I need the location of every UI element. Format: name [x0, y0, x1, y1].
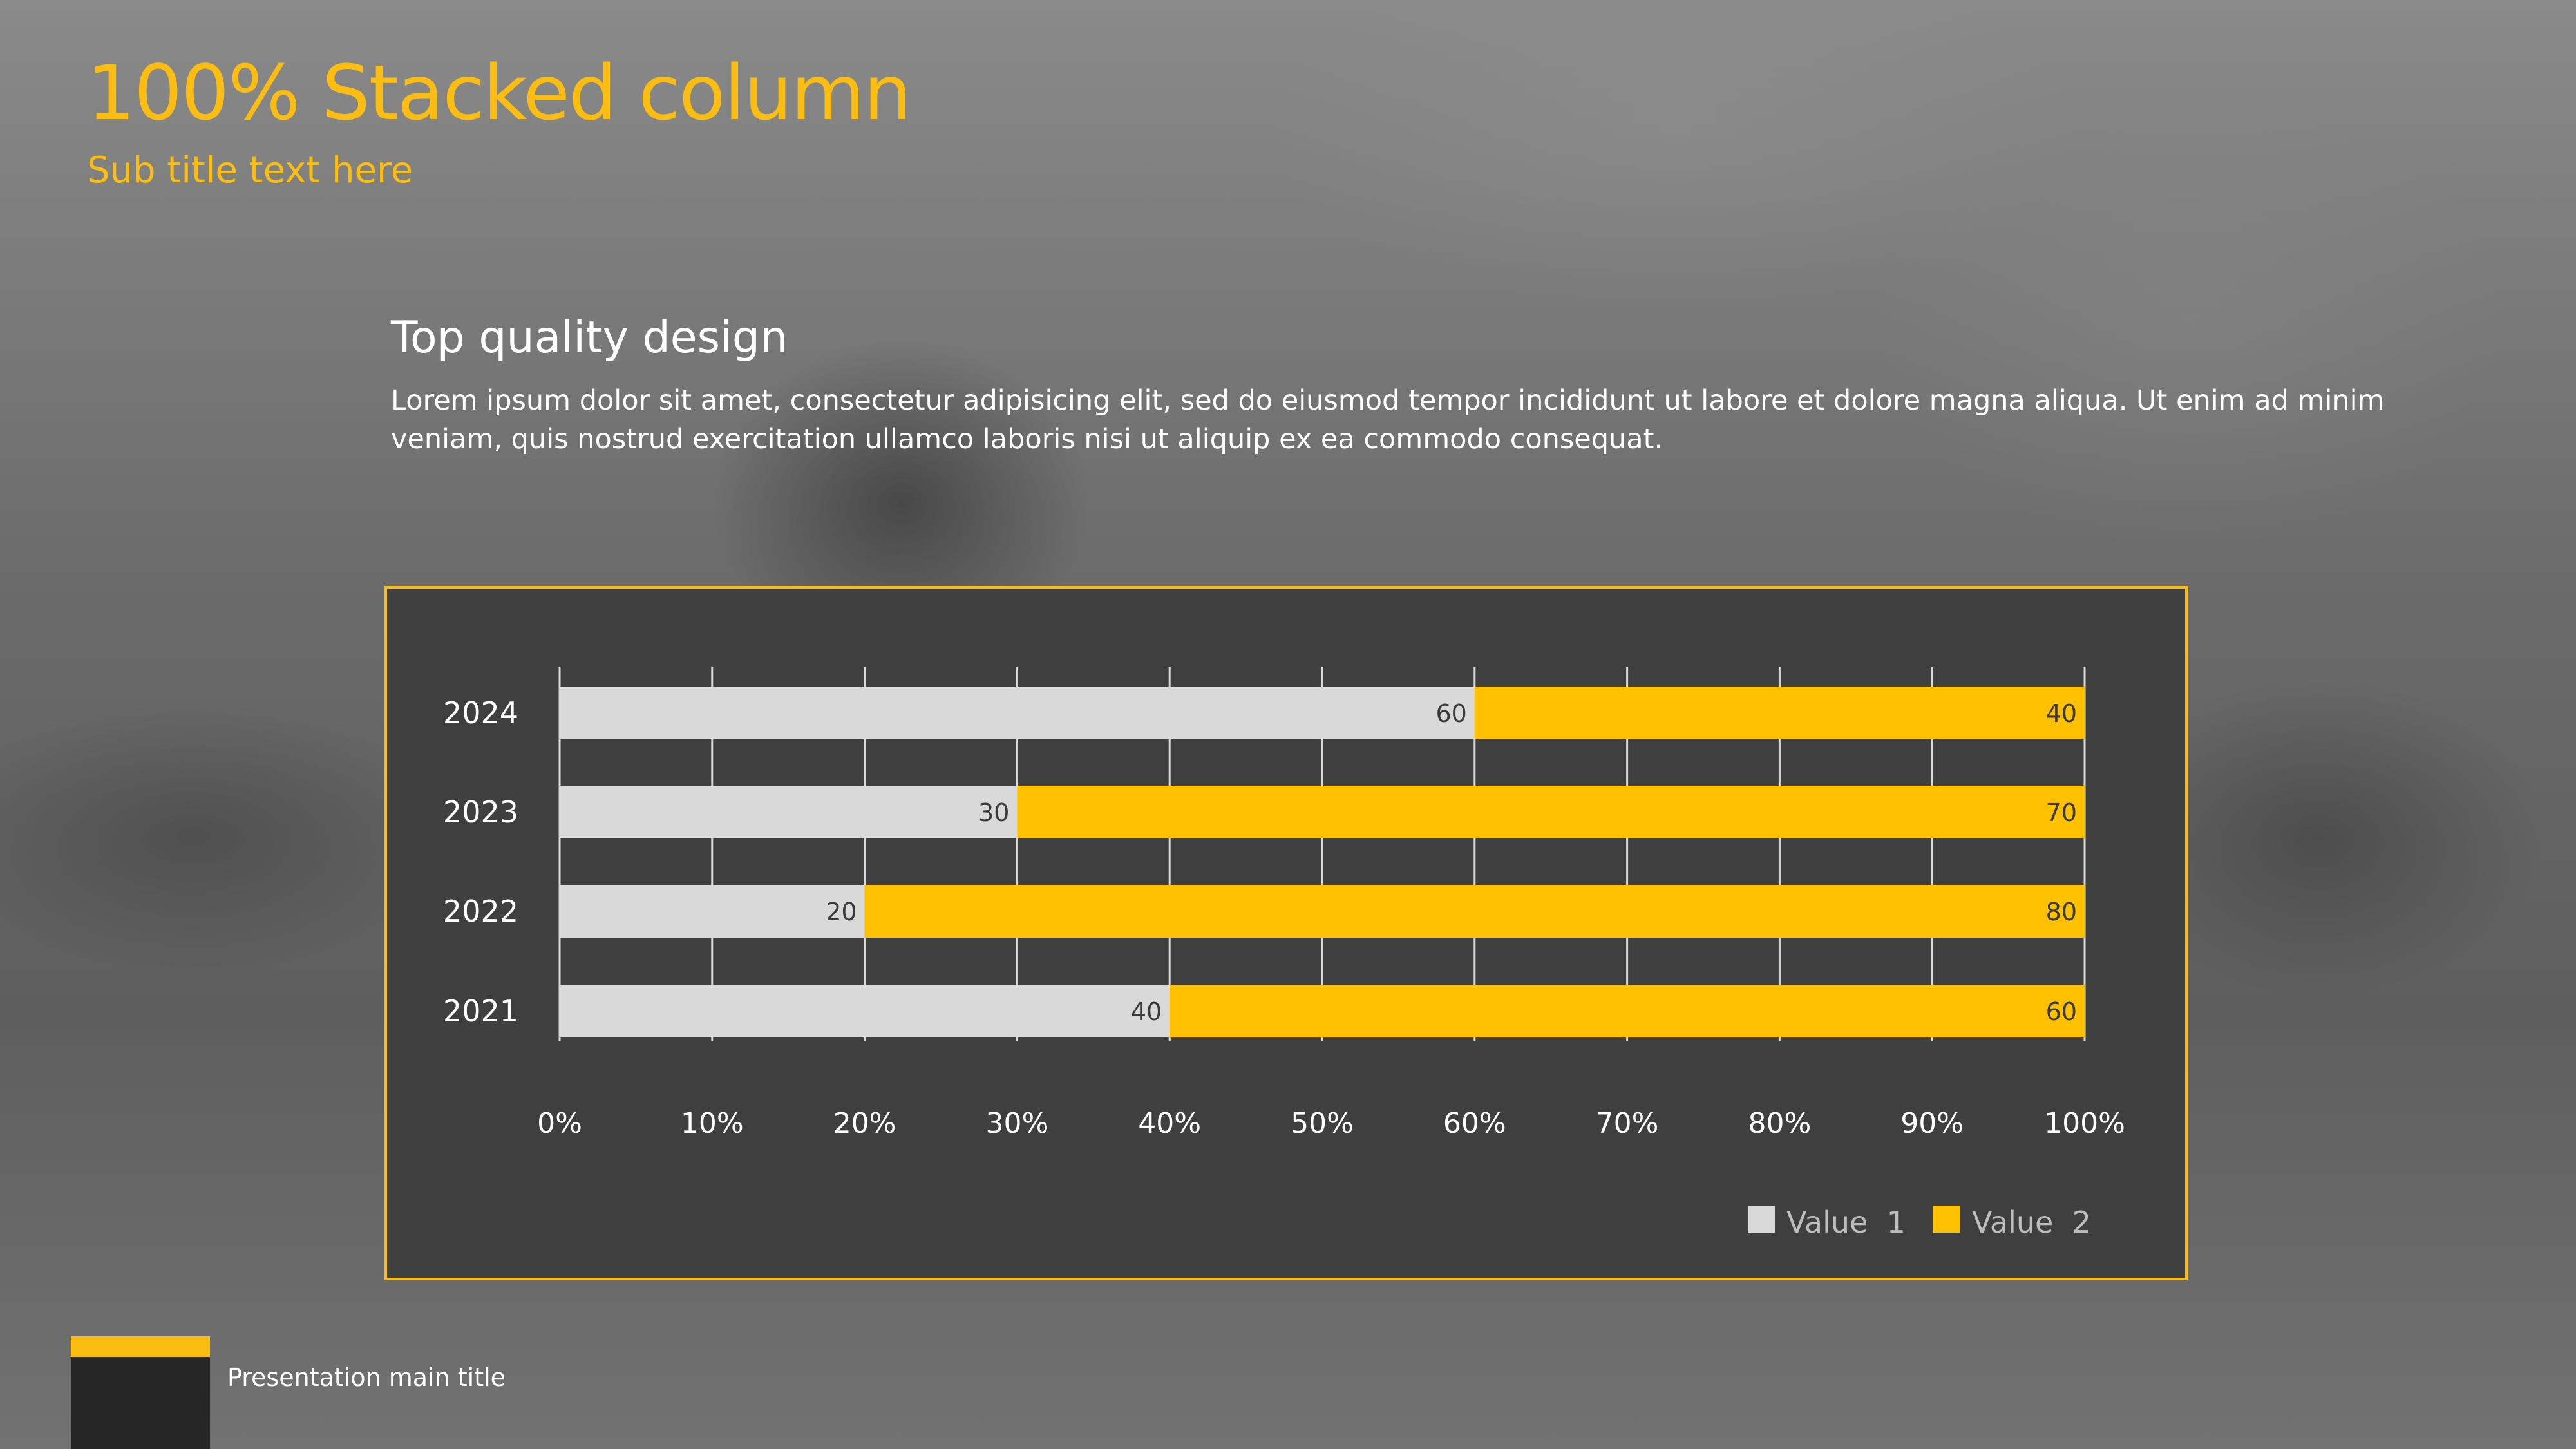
- data-label: 70: [2046, 799, 2077, 827]
- slide-subtitle: Sub title text here: [87, 149, 413, 191]
- x-tick-label: 60%: [1443, 1107, 1506, 1140]
- legend-label: Value 1: [1786, 1205, 1906, 1240]
- bar-segment: [1017, 786, 2085, 838]
- x-tick-label: 90%: [1900, 1107, 1964, 1140]
- slide-title: 100% Stacked column: [87, 48, 912, 137]
- bar-segment: [1474, 687, 2085, 739]
- data-label: 40: [1131, 998, 1162, 1026]
- x-tick-label: 100%: [2044, 1107, 2125, 1140]
- bars: [560, 687, 2085, 1037]
- category-label: 2021: [443, 994, 518, 1028]
- legend-swatch: [1933, 1206, 1960, 1233]
- data-label: 20: [826, 898, 857, 926]
- data-label: 30: [978, 799, 1009, 827]
- bar-segment: [560, 786, 1018, 838]
- stacked-bar-chart: 0% 10% 20% 30% 40% 50% 60% 70% 80% 90% 100%60 40202…: [443, 667, 2125, 1240]
- legend-swatch: [1748, 1206, 1775, 1233]
- bar-segment: [864, 885, 2085, 938]
- section-body: Lorem ipsum dolor sit amet, consectetur …: [391, 384, 2385, 455]
- data-label: 40: [2046, 699, 2077, 728]
- category-label: 2024: [443, 696, 518, 730]
- data-label: 60: [2046, 998, 2077, 1026]
- bar-segment: [560, 985, 1170, 1037]
- x-tick-label: 20%: [833, 1107, 896, 1140]
- x-tick-label: 10%: [681, 1107, 744, 1140]
- x-tick-label: 30%: [986, 1107, 1049, 1140]
- category-label: 2022: [443, 894, 518, 929]
- bar-segment: [1170, 985, 2085, 1037]
- x-tick-label: 40%: [1138, 1107, 1201, 1140]
- footer-accent-bar: [71, 1336, 210, 1357]
- bar-segment: [560, 885, 865, 938]
- x-tick-label: 70%: [1596, 1107, 1659, 1140]
- x-tick-label: 80%: [1748, 1107, 1812, 1140]
- chart-panel: 0% 10% 20% 30% 40% 50% 60% 70% 80% 90% 100% 60 40 202…: [384, 586, 2188, 1280]
- x-tick-label: 0%: [537, 1107, 582, 1140]
- labels: 0% 10% 20% 30% 40% 50% 60% 70% 80% 90% 100%60 40202…: [443, 696, 2125, 1140]
- x-tick-label: 50%: [1291, 1107, 1354, 1140]
- legend: Value 1 Value 2: [1748, 1205, 2091, 1240]
- footer-text: Presentation main title: [227, 1363, 506, 1392]
- data-label: 80: [2046, 898, 2077, 926]
- legend-label: Value 2: [1972, 1205, 2091, 1240]
- data-label: 60: [1435, 699, 1466, 728]
- bar-segment: [560, 687, 1475, 739]
- section-heading: Top quality design: [391, 312, 788, 363]
- category-label: 2023: [443, 795, 518, 829]
